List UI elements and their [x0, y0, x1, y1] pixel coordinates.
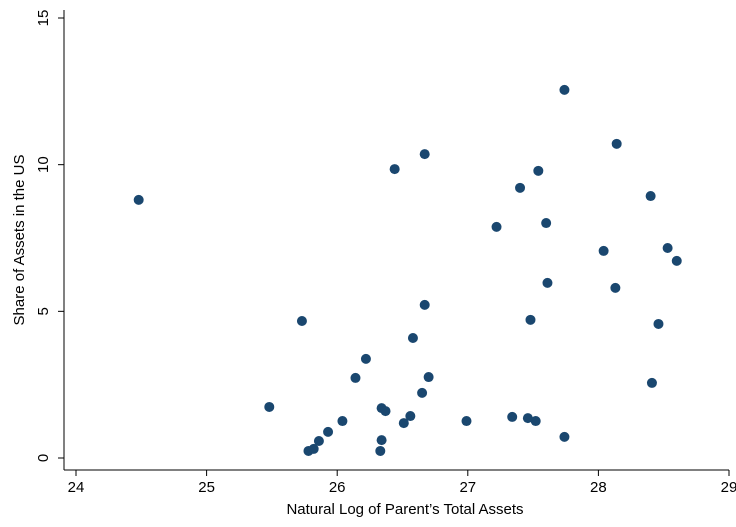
point [375, 445, 386, 456]
x-tick-label: 29 [721, 479, 736, 496]
x-tick-label: 28 [590, 479, 607, 496]
x-tick-label: 27 [459, 479, 476, 496]
y-axis-label: Share of Assets in the US [11, 155, 28, 326]
point [507, 411, 518, 422]
point [522, 413, 533, 424]
y-tick-label: 0 [35, 454, 52, 462]
point [671, 255, 682, 266]
point [559, 84, 570, 95]
point [405, 411, 416, 422]
x-tick-label: 26 [329, 479, 346, 496]
point [653, 318, 664, 329]
point [417, 387, 428, 398]
point [419, 299, 430, 310]
point [389, 164, 400, 175]
point [407, 333, 418, 344]
point [533, 165, 544, 176]
point [541, 218, 552, 229]
point [133, 194, 144, 205]
point [308, 443, 319, 454]
y-tick-label: 15 [35, 10, 52, 27]
point [296, 316, 307, 327]
point [610, 282, 621, 293]
point [380, 406, 391, 417]
point [264, 401, 275, 412]
x-tick-label: 24 [68, 479, 85, 496]
point [491, 221, 502, 232]
point [530, 416, 541, 427]
point [461, 416, 472, 427]
x-tick-label: 25 [198, 479, 215, 496]
point [515, 182, 526, 193]
x-axis-label: Natural Log of Parent’s Total Assets [286, 501, 523, 518]
point [350, 372, 361, 383]
point [337, 416, 348, 427]
point [376, 435, 387, 446]
point [611, 138, 622, 149]
point [313, 435, 324, 446]
point [662, 242, 673, 253]
point [525, 314, 536, 325]
point [323, 426, 334, 437]
point [559, 431, 570, 442]
point [360, 353, 371, 364]
y-tick-label: 5 [35, 307, 52, 315]
point [598, 245, 609, 256]
point [542, 277, 553, 288]
point [419, 149, 430, 160]
point [398, 418, 409, 429]
point [646, 377, 657, 388]
point [423, 372, 434, 383]
y-tick-label: 10 [35, 156, 52, 173]
point [645, 191, 656, 202]
